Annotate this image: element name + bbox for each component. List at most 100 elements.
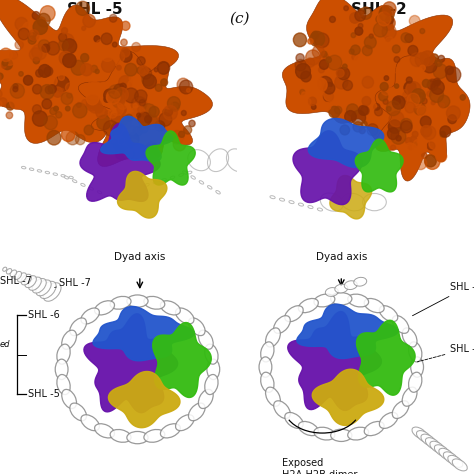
Circle shape bbox=[118, 115, 131, 129]
Circle shape bbox=[33, 57, 39, 64]
Circle shape bbox=[33, 84, 42, 94]
Polygon shape bbox=[330, 175, 372, 219]
Circle shape bbox=[410, 53, 423, 67]
Circle shape bbox=[82, 100, 88, 106]
Circle shape bbox=[436, 60, 442, 66]
Ellipse shape bbox=[261, 372, 274, 392]
Ellipse shape bbox=[344, 281, 357, 290]
Circle shape bbox=[84, 125, 93, 135]
Circle shape bbox=[425, 154, 440, 169]
Circle shape bbox=[387, 128, 399, 139]
Circle shape bbox=[36, 69, 43, 77]
Circle shape bbox=[393, 97, 401, 105]
Circle shape bbox=[104, 96, 110, 102]
Circle shape bbox=[369, 34, 373, 38]
Circle shape bbox=[358, 23, 363, 28]
Circle shape bbox=[128, 125, 137, 134]
Circle shape bbox=[121, 39, 127, 46]
Circle shape bbox=[159, 143, 164, 147]
Ellipse shape bbox=[409, 342, 422, 362]
Circle shape bbox=[421, 98, 427, 104]
Circle shape bbox=[311, 105, 316, 109]
Circle shape bbox=[385, 37, 394, 46]
Circle shape bbox=[427, 81, 436, 89]
Circle shape bbox=[64, 55, 74, 67]
Circle shape bbox=[420, 28, 425, 34]
Circle shape bbox=[362, 79, 372, 89]
Ellipse shape bbox=[409, 372, 422, 392]
Ellipse shape bbox=[144, 429, 165, 442]
Ellipse shape bbox=[379, 306, 398, 322]
Circle shape bbox=[128, 80, 137, 90]
Ellipse shape bbox=[110, 429, 131, 442]
Circle shape bbox=[112, 95, 124, 108]
Circle shape bbox=[346, 23, 350, 27]
Ellipse shape bbox=[81, 308, 100, 324]
Ellipse shape bbox=[270, 196, 275, 199]
Ellipse shape bbox=[335, 284, 348, 293]
Ellipse shape bbox=[434, 445, 449, 457]
Circle shape bbox=[142, 73, 154, 86]
Circle shape bbox=[98, 89, 102, 93]
Circle shape bbox=[117, 65, 121, 70]
Circle shape bbox=[32, 44, 47, 60]
Circle shape bbox=[144, 145, 157, 158]
Circle shape bbox=[436, 80, 440, 84]
Circle shape bbox=[420, 116, 431, 128]
Text: SHL -7: SHL -7 bbox=[55, 278, 91, 288]
Circle shape bbox=[411, 90, 418, 96]
Circle shape bbox=[89, 82, 101, 95]
Circle shape bbox=[83, 14, 95, 27]
Circle shape bbox=[371, 103, 377, 109]
Circle shape bbox=[146, 115, 160, 130]
Text: Exposed
H2A-H2B dimer: Exposed H2A-H2B dimer bbox=[282, 458, 357, 474]
Circle shape bbox=[299, 96, 308, 105]
Circle shape bbox=[0, 71, 1, 85]
Polygon shape bbox=[356, 320, 415, 395]
Circle shape bbox=[438, 55, 445, 62]
Circle shape bbox=[412, 131, 418, 137]
Circle shape bbox=[355, 10, 365, 21]
Circle shape bbox=[114, 84, 125, 96]
Circle shape bbox=[382, 25, 396, 39]
Circle shape bbox=[11, 94, 24, 108]
Circle shape bbox=[362, 97, 371, 106]
Circle shape bbox=[152, 143, 156, 147]
Circle shape bbox=[410, 137, 417, 143]
Ellipse shape bbox=[3, 267, 7, 271]
Circle shape bbox=[114, 91, 126, 104]
Circle shape bbox=[312, 31, 318, 36]
Circle shape bbox=[411, 121, 424, 135]
Circle shape bbox=[64, 54, 69, 60]
Circle shape bbox=[44, 67, 53, 76]
Circle shape bbox=[10, 83, 24, 98]
Circle shape bbox=[161, 79, 168, 86]
Circle shape bbox=[146, 142, 157, 155]
Circle shape bbox=[133, 104, 137, 108]
Circle shape bbox=[331, 27, 336, 32]
Circle shape bbox=[37, 17, 46, 26]
Circle shape bbox=[40, 6, 55, 21]
Circle shape bbox=[28, 36, 36, 44]
Ellipse shape bbox=[170, 176, 175, 179]
Circle shape bbox=[19, 72, 23, 76]
Circle shape bbox=[67, 93, 72, 98]
Circle shape bbox=[313, 78, 327, 92]
Circle shape bbox=[115, 88, 128, 101]
Circle shape bbox=[139, 123, 148, 133]
Circle shape bbox=[436, 151, 447, 162]
Ellipse shape bbox=[318, 208, 322, 211]
Ellipse shape bbox=[289, 201, 294, 204]
Circle shape bbox=[353, 122, 363, 132]
Circle shape bbox=[359, 9, 364, 14]
Circle shape bbox=[15, 18, 28, 31]
Circle shape bbox=[438, 95, 450, 108]
Circle shape bbox=[406, 77, 412, 83]
Circle shape bbox=[358, 106, 368, 115]
Ellipse shape bbox=[61, 174, 65, 177]
Circle shape bbox=[401, 121, 412, 133]
Ellipse shape bbox=[273, 316, 290, 333]
Circle shape bbox=[400, 39, 404, 44]
Circle shape bbox=[314, 78, 327, 91]
Circle shape bbox=[130, 106, 146, 122]
